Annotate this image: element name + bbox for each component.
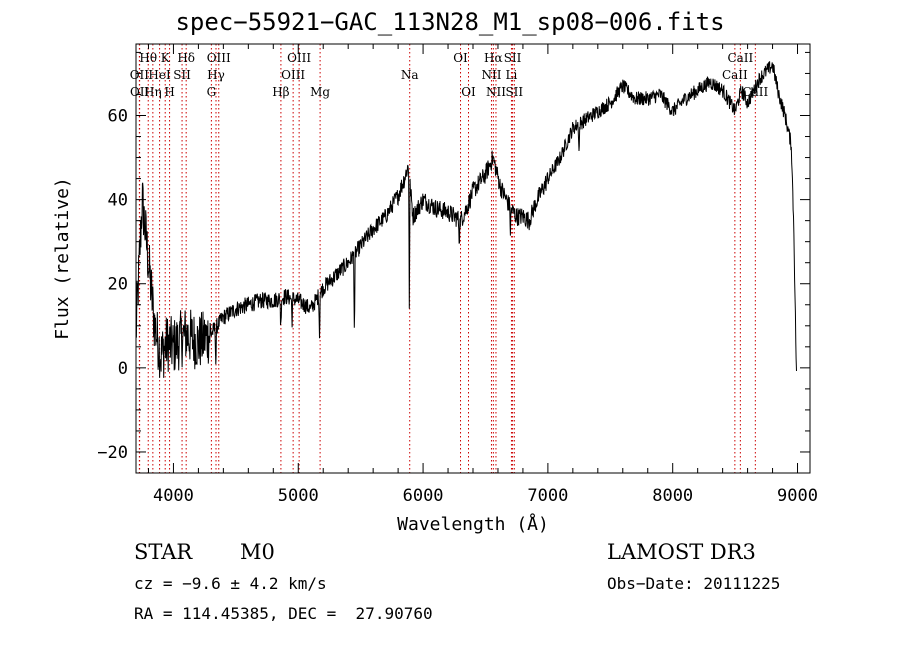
line-marker-label: Hα [484,51,503,65]
spectrum-line [135,61,797,378]
line-marker-label: NII [486,85,506,99]
y-tick-label: 40 [108,191,128,211]
line-marker-label: OI [461,85,476,99]
x-tick-label: 4000 [153,486,194,506]
line-marker-label: Na [401,68,419,82]
line-marker-label: CaII [722,68,748,82]
line-marker-label: K [161,51,171,65]
spectrum-layer [135,61,797,378]
line-marker-label: HeI [148,68,171,82]
y-tick-label: 0 [118,359,128,379]
y-axis-label: Flux (relative) [52,177,73,340]
x-axis-label: Wavelength (Å) [397,513,549,535]
line-marker-label: NII [481,68,501,82]
line-marker-label: OIII [287,51,311,65]
line-marker-label: Hβ [272,85,289,99]
line-marker-label: SII [505,85,523,99]
x-tick-label: 8000 [652,486,693,506]
plot-frame [135,43,811,474]
line-marker-label: Hδ [177,51,195,65]
x-tick-label: 9000 [777,486,818,506]
subclass-label: M0 [240,540,275,564]
obs-date-label: Obs−Date: 20111225 [607,574,781,593]
line-marker-layer [138,44,756,473]
line-marker-label: Hθ [139,51,157,65]
axes-layer: 4000 5000 6000 7000 8000 9000 −20 0 20 40 60 Wavele… [52,43,818,535]
x-tick-label: 7000 [527,486,568,506]
redshift-label: cz = −9.6 ± 4.2 km/s [134,574,327,593]
y-tick-label: 60 [108,107,128,127]
line-marker-label: Hη [144,85,162,99]
y-tick-label: −20 [97,443,128,463]
x-tick-label: 5000 [278,486,319,506]
coordinates-label: RA = 114.45385, DEC = 27.90760 [134,604,433,623]
marker-labels-layer: Hθ OII OII K HeI Hη SII H Hδ OIII Hγ G OIII OIII Hβ Mg N… [130,51,769,99]
chart-title: spec−55921−GAC_113N28_M1_sp08−006.fits [175,8,725,36]
line-marker-label: OIII [207,51,231,65]
line-marker-label: CaII [742,85,768,99]
line-marker-label: OII [130,68,150,82]
line-marker-label: CaII [727,51,753,65]
line-marker-label: OII [130,85,150,99]
line-marker-label: Li [506,68,518,82]
line-marker-label: SII [173,68,191,82]
survey-label: LAMOST DR3 [607,540,756,564]
line-marker-label: Mg [310,85,330,99]
line-marker-label: OIII [281,68,305,82]
x-tick-label: 6000 [403,486,444,506]
line-marker-label: SII [504,51,522,65]
y-tick-label: 20 [108,275,128,295]
line-marker-label: OI [453,51,468,65]
line-marker-label: G [207,85,217,99]
class-label: STAR [134,540,193,564]
line-marker-label: Hγ [207,68,225,82]
line-marker-label: H [164,85,174,99]
